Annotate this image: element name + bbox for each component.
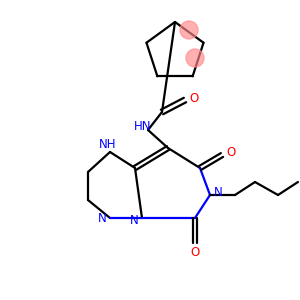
Text: O: O bbox=[190, 245, 200, 259]
Text: N: N bbox=[214, 187, 222, 200]
Text: N: N bbox=[130, 214, 138, 226]
Circle shape bbox=[186, 49, 204, 67]
Text: HN: HN bbox=[134, 121, 152, 134]
Circle shape bbox=[180, 21, 198, 39]
Text: O: O bbox=[226, 146, 236, 160]
Text: O: O bbox=[189, 92, 199, 104]
Text: N: N bbox=[98, 212, 106, 224]
Text: NH: NH bbox=[99, 139, 117, 152]
